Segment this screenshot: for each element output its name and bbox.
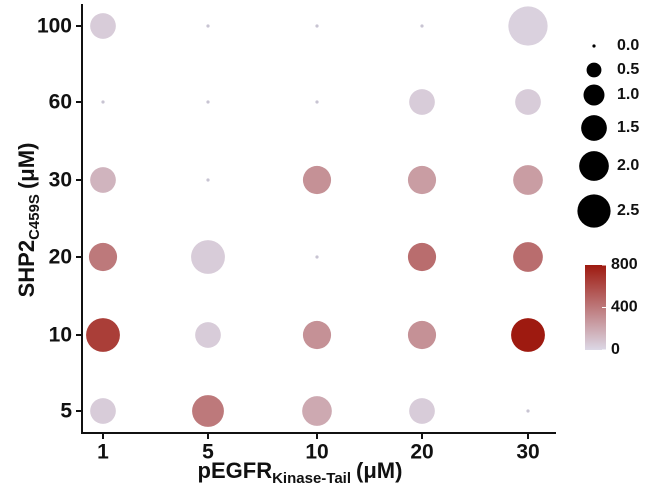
y-label-main: SHP2 — [14, 240, 39, 297]
bubble — [420, 24, 424, 28]
x-tick-label: 1 — [97, 441, 109, 464]
y-axis-label: SHP2C459S (μM) — [14, 143, 43, 298]
bubble — [191, 240, 225, 274]
bubble — [90, 167, 116, 193]
bubble — [206, 24, 210, 28]
bubble — [90, 398, 116, 424]
color-legend-label: 400 — [611, 299, 638, 316]
size-legend-dot — [592, 44, 596, 48]
bubble — [511, 318, 545, 352]
bubble — [407, 165, 437, 195]
x-label-sub: Kinase-Tail — [272, 470, 351, 487]
bubble — [302, 320, 332, 350]
color-legend-label: 0 — [611, 341, 620, 358]
y-label-unit: (μM) — [14, 143, 39, 189]
bubble — [526, 409, 530, 413]
x-tick-label: 30 — [516, 441, 539, 464]
bubble — [515, 89, 541, 115]
x-label-main: pEGFR — [198, 458, 273, 483]
size-legend-label: 1.5 — [617, 119, 639, 136]
x-axis-label: pEGFRKinase-Tail (μM) — [198, 458, 403, 487]
bubble — [315, 24, 319, 28]
x-tick-label: 20 — [410, 441, 433, 464]
y-tick-label: 30 — [49, 169, 72, 192]
bubble — [195, 322, 221, 348]
size-legend-label: 0.5 — [617, 61, 639, 78]
x-tick-label: 5 — [202, 441, 214, 464]
bubble — [90, 13, 116, 39]
color-legend-label: 800 — [611, 256, 638, 273]
bubble — [407, 320, 437, 350]
bubble — [192, 395, 224, 427]
y-tick-label: 20 — [49, 246, 72, 269]
bubble — [513, 242, 543, 272]
bubble — [206, 100, 210, 104]
size-legend-label: 0.0 — [617, 37, 639, 54]
bubble — [409, 398, 435, 424]
size-legend-label: 1.0 — [617, 86, 639, 103]
bubble — [86, 318, 120, 352]
bubble — [508, 6, 548, 46]
size-legend-dot — [583, 84, 605, 106]
bubble — [513, 165, 543, 195]
size-legend-dot — [579, 151, 609, 181]
bubble — [206, 178, 210, 182]
x-label-unit: (μM) — [356, 458, 402, 483]
size-legend-dot — [581, 115, 607, 141]
y-tick-label: 10 — [49, 324, 72, 347]
bubble — [101, 100, 105, 104]
bubble — [302, 165, 332, 195]
bubble — [407, 242, 437, 272]
size-legend-label: 2.5 — [617, 202, 639, 219]
bubble — [302, 396, 332, 426]
bubble — [409, 89, 435, 115]
bubble — [88, 242, 118, 272]
x-tick-label: 10 — [305, 441, 328, 464]
color-bar — [585, 265, 606, 350]
y-tick-label: 100 — [37, 15, 72, 38]
y-label-sub: C459S — [26, 194, 43, 240]
bubble — [315, 100, 319, 104]
size-legend-dot — [577, 194, 611, 228]
y-tick-label: 5 — [60, 400, 72, 423]
size-legend-label: 2.0 — [617, 157, 639, 174]
size-legend-dot — [586, 62, 602, 78]
bubble — [315, 255, 319, 259]
y-tick-label: 60 — [49, 91, 72, 114]
